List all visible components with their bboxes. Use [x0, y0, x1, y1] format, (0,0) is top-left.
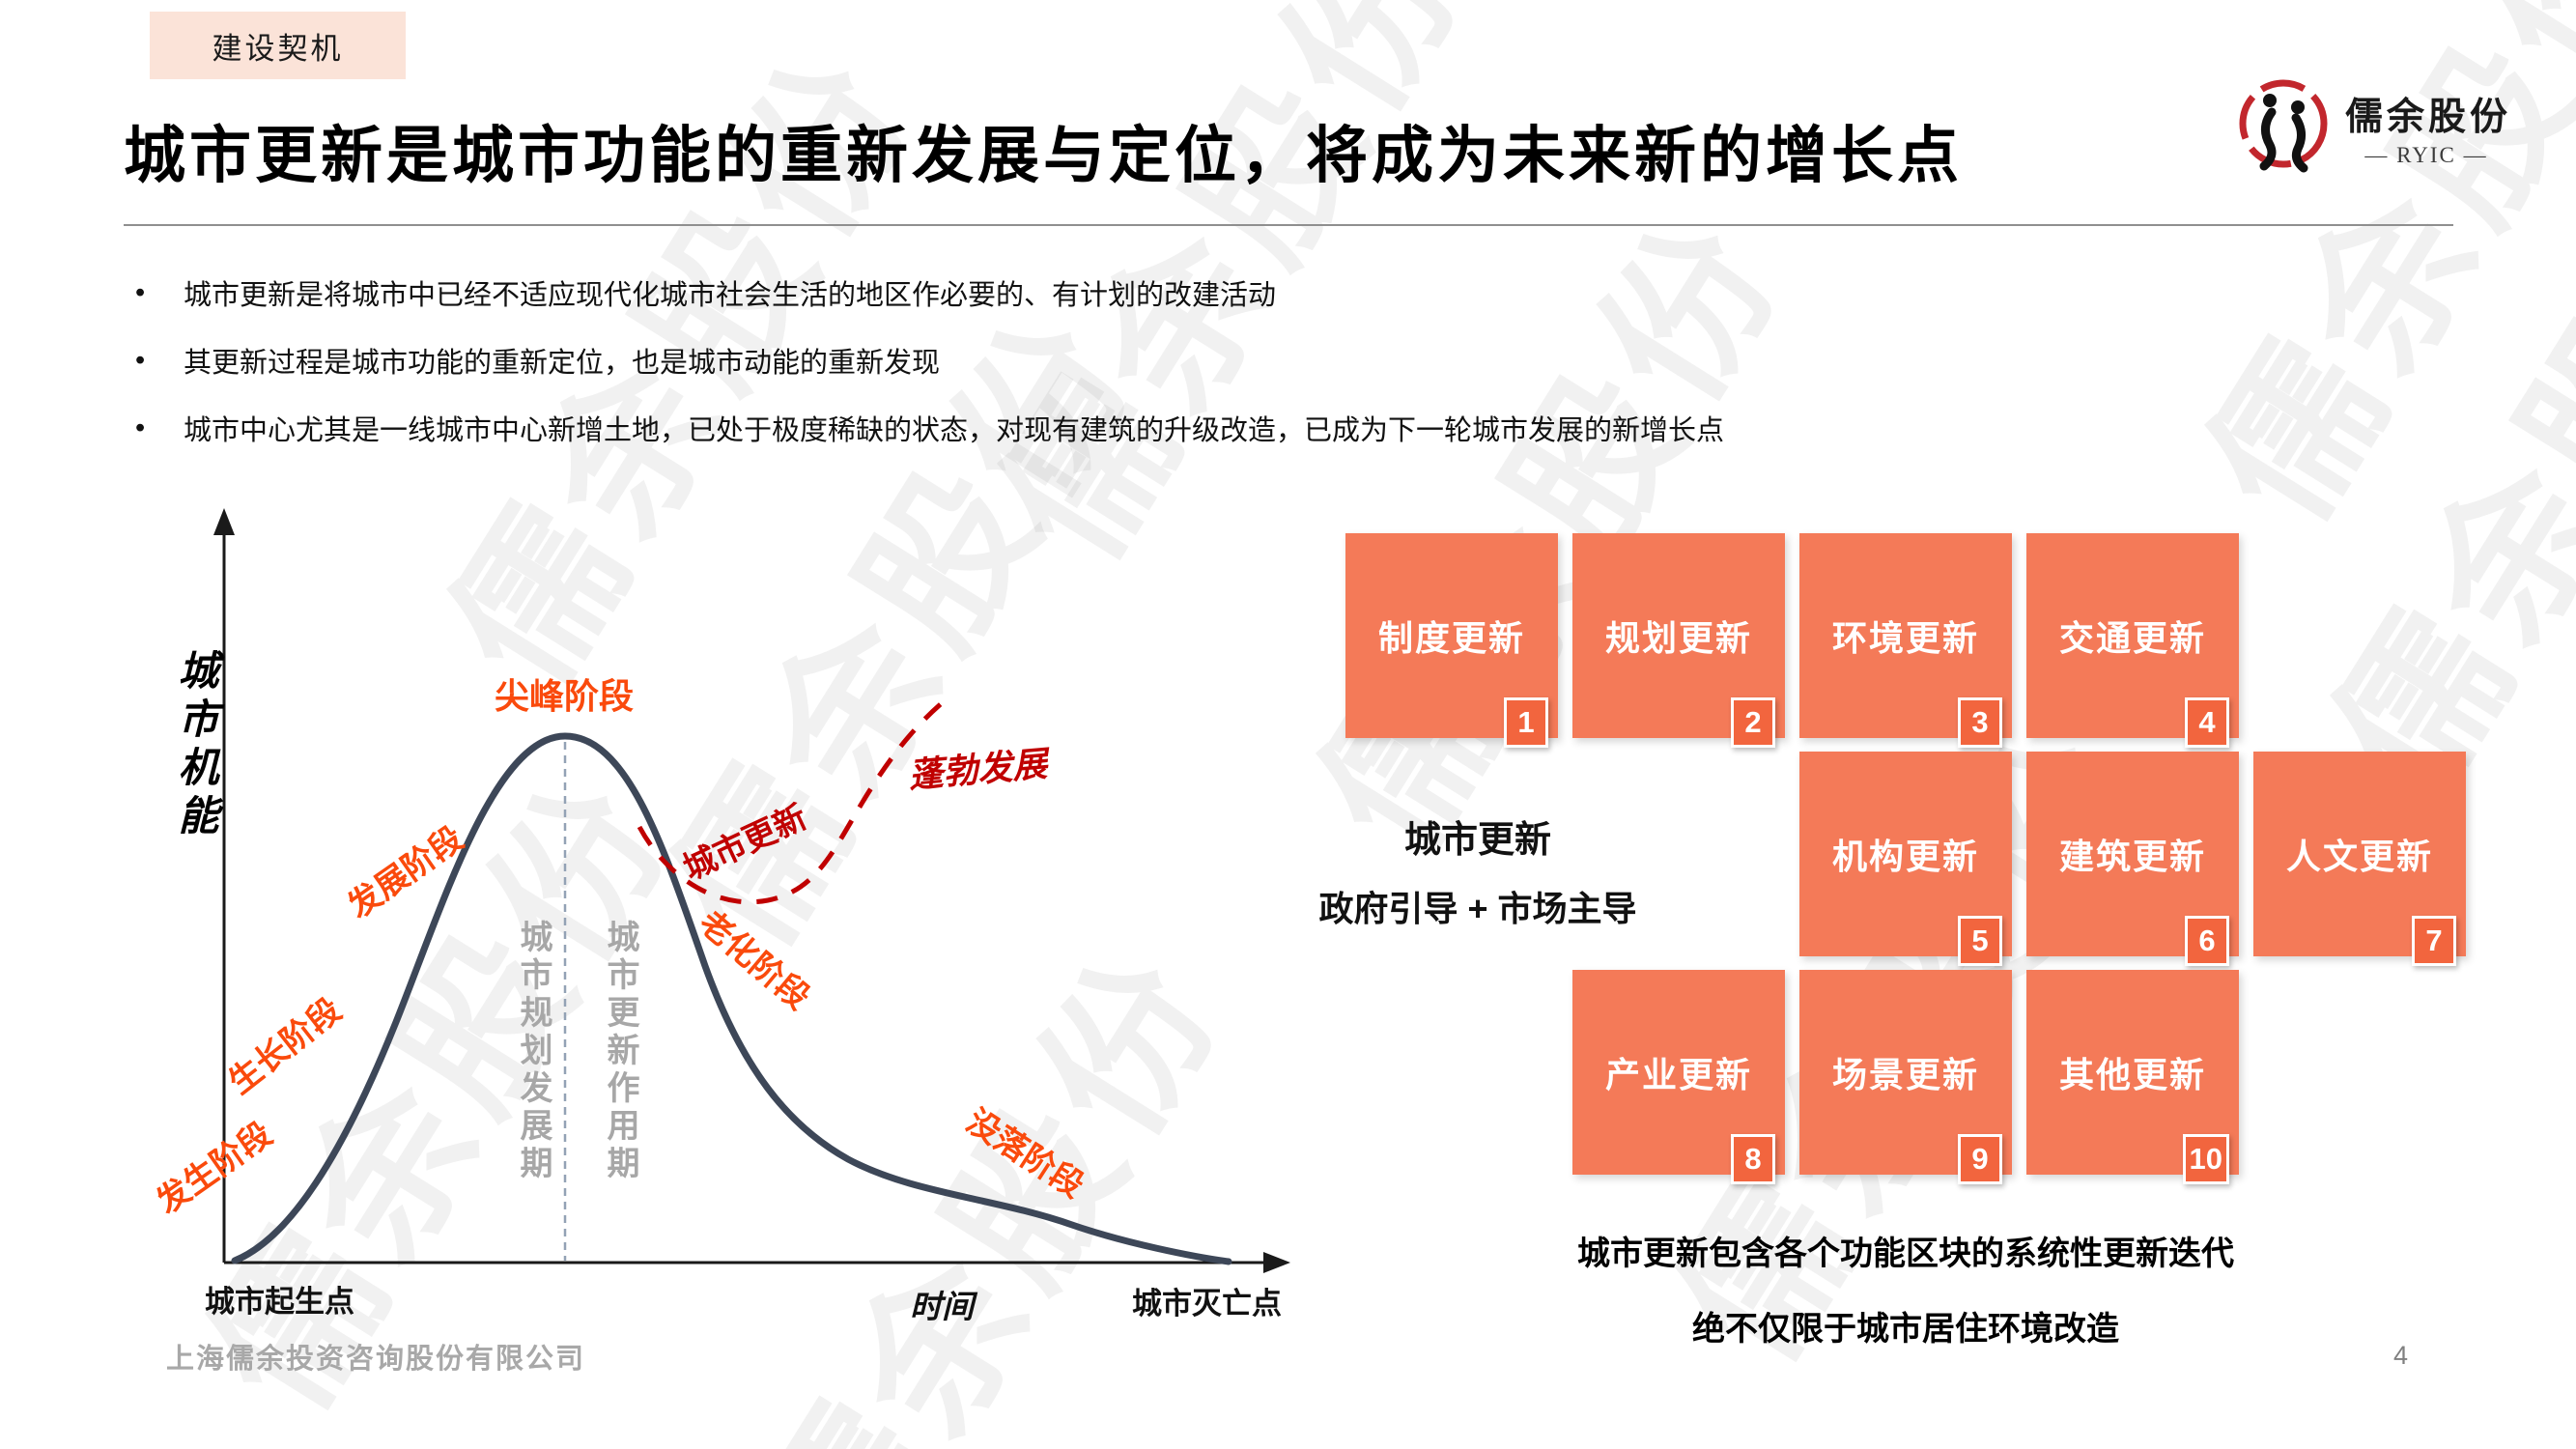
- bullet-item: • 城市中心尤其是一线城市中心新增土地，已处于极度稀缺的状态，对现有建筑的升级改…: [135, 394, 1724, 462]
- update-box-industry: 产业更新 8: [1572, 970, 1785, 1184]
- title-divider: [124, 224, 2453, 226]
- update-box-number: 7: [2412, 916, 2456, 966]
- bullet-dot: •: [135, 344, 146, 376]
- update-box-label: 场景更新: [1831, 1055, 1979, 1094]
- update-box-label: 制度更新: [1377, 618, 1525, 658]
- update-box-planning: 规划更新 2: [1572, 533, 1785, 748]
- y-axis-arrow: [213, 508, 235, 535]
- panel-heading: 城市更新: [1403, 820, 1551, 861]
- update-box-number: 6: [2185, 916, 2229, 966]
- death-label: 城市灭亡点: [1132, 1287, 1282, 1321]
- update-box-number: 5: [1958, 916, 2002, 966]
- panel-caption-line1: 城市更新包含各个功能区块的系统性更新迭代: [1577, 1236, 2234, 1272]
- update-box-label: 环境更新: [1831, 618, 1979, 658]
- update-box-other: 其他更新 10: [2026, 970, 2239, 1184]
- update-box-number: 2: [1731, 697, 1775, 748]
- update-box-label: 交通更新: [2058, 618, 2206, 658]
- update-box-number: 1: [1504, 697, 1548, 748]
- update-box-number: 4: [2185, 697, 2229, 748]
- update-box-number: 10: [2182, 1134, 2229, 1184]
- bullet-dot: •: [135, 412, 146, 443]
- panel-caption-line2: 绝不仅限于城市居住环境改造: [1692, 1311, 2119, 1348]
- page-number: 4: [2393, 1341, 2409, 1370]
- update-box-label: 规划更新: [1604, 618, 1752, 658]
- section-tag: 建设契机: [150, 12, 406, 79]
- panel-subheading: 政府引导 + 市场主导: [1318, 889, 1637, 928]
- logo-company-name: 儒余股份: [2345, 97, 2512, 138]
- renewal-dashed-curve: [637, 696, 950, 905]
- update-box-organization: 机构更新 5: [1799, 752, 2012, 966]
- update-box-culture: 人文更新 7: [2253, 752, 2466, 966]
- x-axis-arrow: [1263, 1252, 1290, 1273]
- update-box-label: 机构更新: [1831, 837, 1979, 876]
- update-box-environment: 环境更新 3: [1799, 533, 2012, 748]
- update-box-number: 8: [1731, 1134, 1775, 1184]
- update-box-label: 产业更新: [1604, 1055, 1752, 1094]
- update-box-label: 其他更新: [2058, 1055, 2206, 1094]
- update-box-scene: 场景更新 9: [1799, 970, 2012, 1184]
- period-renewal-label: 城市更新作用期: [602, 920, 638, 1183]
- bullet-dot: •: [135, 276, 146, 308]
- origin-label: 城市起生点: [205, 1285, 354, 1319]
- x-axis-label: 时间: [910, 1289, 974, 1324]
- bullet-text: 城市中心尤其是一线城市中心新增土地，已处于极度稀缺的状态，对现有建筑的升级改造，…: [184, 415, 1725, 446]
- company-logo-icon: [2239, 79, 2328, 173]
- stage-peak-label: 尖峰阶段: [495, 676, 635, 716]
- update-box-number: 3: [1958, 697, 2002, 748]
- logo-tagline: — RYIC —: [2364, 143, 2488, 167]
- bullet-list: • 城市更新是将城市中已经不适应现代化城市社会生活的地区作必要的、有计划的改建活…: [135, 259, 1724, 462]
- update-box-institution: 制度更新 1: [1345, 533, 1558, 748]
- bullet-text: 其更新过程是城市功能的重新定位，也是城市动能的重新发现: [184, 348, 941, 379]
- page-title: 城市更新是城市功能的重新发展与定位，将成为未来新的增长点: [124, 121, 1963, 190]
- update-box-label: 人文更新: [2285, 837, 2433, 876]
- bullet-text: 城市更新是将城市中已经不适应现代化城市社会生活的地区作必要的、有计划的改建活动: [184, 280, 1277, 311]
- update-box-label: 建筑更新: [2058, 837, 2206, 876]
- footer-company-name: 上海儒余投资咨询股份有限公司: [166, 1344, 586, 1375]
- y-axis-label: 城市机能: [173, 649, 218, 842]
- period-planning-label: 城市规划发展期: [515, 920, 552, 1183]
- bullet-item: • 其更新过程是城市功能的重新定位，也是城市动能的重新发现: [135, 327, 1724, 394]
- update-box-building: 建筑更新 6: [2026, 752, 2239, 966]
- bullet-item: • 城市更新是将城市中已经不适应现代化城市社会生活的地区作必要的、有计划的改建活…: [135, 259, 1724, 327]
- update-box-transport: 交通更新 4: [2026, 533, 2239, 748]
- update-box-number: 9: [1958, 1134, 2002, 1184]
- bell-curve: [231, 732, 1232, 1265]
